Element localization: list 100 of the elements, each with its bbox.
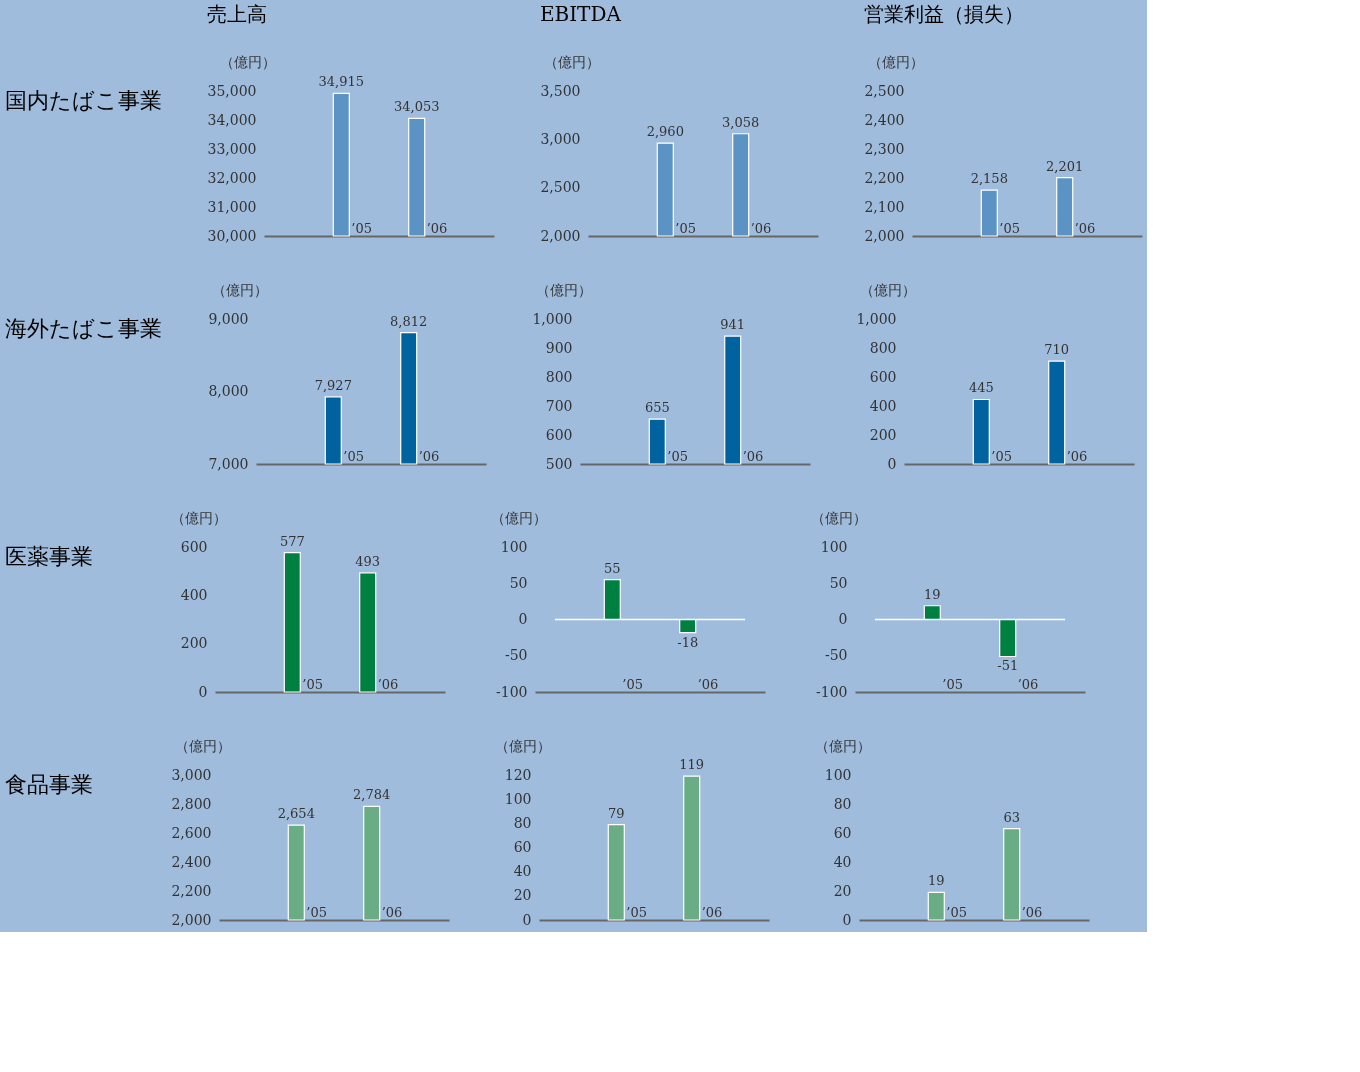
y-tick-label: 2,600 xyxy=(171,824,212,841)
y-tick-label: 2,400 xyxy=(171,853,212,870)
y-tick-label: 2,800 xyxy=(171,795,212,812)
y-axis-title: （億円） xyxy=(219,53,276,70)
y-tick-label: 600 xyxy=(545,426,573,443)
x-tick-label: ’05 xyxy=(991,448,1012,464)
y-tick-label: 0 xyxy=(838,611,848,627)
x-tick-label: ’05 xyxy=(306,904,327,920)
y-axis-title: （億円） xyxy=(170,509,227,526)
data-label: 55 xyxy=(604,560,621,576)
x-tick-label: ’05 xyxy=(999,220,1020,236)
data-label: 2,784 xyxy=(353,787,391,803)
x-tick-label: ’06 xyxy=(426,220,448,236)
x-tick-label: ’05 xyxy=(626,904,647,920)
y-tick-label: 32,000 xyxy=(207,169,257,186)
y-tick-label: 2,200 xyxy=(864,169,905,186)
y-tick-label: -50 xyxy=(504,647,528,664)
y-axis-title: （億円） xyxy=(174,737,231,754)
data-label: 8,812 xyxy=(390,313,428,329)
data-label: 19 xyxy=(928,873,945,889)
y-tick-label: -100 xyxy=(816,683,848,700)
data-label: 19 xyxy=(924,586,941,602)
data-label: 577 xyxy=(279,533,305,549)
chart-title: 売上高 xyxy=(207,2,268,26)
x-tick-label: ’05 xyxy=(351,220,372,236)
y-tick-label: 80 xyxy=(833,795,852,812)
y-tick-label: 50 xyxy=(829,574,848,591)
y-tick-label: 0 xyxy=(198,683,208,700)
data-label: 655 xyxy=(644,400,670,416)
x-tick-label: ’05 xyxy=(675,220,696,236)
y-tick-label: 35,000 xyxy=(207,82,257,99)
chart-title: EBITDA xyxy=(539,2,622,26)
data-label: 2,960 xyxy=(646,124,684,140)
data-label: 941 xyxy=(720,317,746,333)
x-tick-label: ’06 xyxy=(697,676,719,692)
y-axis-title: （億円） xyxy=(490,509,547,526)
y-tick-label: 40 xyxy=(513,863,532,880)
y-tick-label: 34,000 xyxy=(207,111,257,128)
x-tick-label: ’06 xyxy=(1066,448,1088,464)
data-label: 7,927 xyxy=(314,377,352,393)
y-tick-label: 80 xyxy=(513,814,532,831)
y-tick-label: 3,000 xyxy=(540,130,581,147)
x-tick-label: ’06 xyxy=(750,220,772,236)
y-tick-label: 60 xyxy=(833,824,852,841)
y-tick-label: 2,000 xyxy=(171,911,212,928)
y-tick-label: 100 xyxy=(500,538,528,555)
text: 食品事業 xyxy=(5,772,93,797)
data-label: 493 xyxy=(355,553,381,569)
y-tick-label: 60 xyxy=(513,839,532,855)
y-axis-title: （億円） xyxy=(543,53,600,70)
y-tick-label: 2,000 xyxy=(540,227,581,244)
y-tick-label: 2,000 xyxy=(864,227,905,244)
y-tick-label: 400 xyxy=(869,397,897,414)
chart-title: 営業利益（損失） xyxy=(863,2,1024,26)
y-tick-label: 3,000 xyxy=(171,766,212,783)
y-axis-title: （億円） xyxy=(867,53,924,70)
y-tick-label: 900 xyxy=(545,339,573,356)
data-label: -51 xyxy=(997,658,1019,674)
y-tick-label: 400 xyxy=(180,586,208,603)
y-axis-title: （億円） xyxy=(814,737,871,754)
text: 国内たばこ事業 xyxy=(5,88,162,113)
y-tick-label: 1,000 xyxy=(532,310,573,327)
y-tick-label: 200 xyxy=(869,426,897,443)
y-axis-title: （億円） xyxy=(535,281,592,298)
x-tick-label: ’06 xyxy=(1021,904,1043,920)
y-axis-title: （億円） xyxy=(494,737,551,754)
data-label: 445 xyxy=(968,380,994,396)
y-tick-label: 31,000 xyxy=(207,198,257,215)
y-tick-label: 100 xyxy=(820,538,848,555)
x-tick-label: ’05 xyxy=(942,676,963,692)
data-label: 63 xyxy=(1003,809,1020,825)
x-tick-label: ’05 xyxy=(622,676,643,692)
x-tick-label: ’06 xyxy=(418,448,440,464)
y-tick-label: 8,000 xyxy=(208,383,249,399)
y-axis-title: （億円） xyxy=(211,281,268,298)
y-tick-label: 100 xyxy=(504,790,532,807)
text: 医薬事業 xyxy=(5,544,93,569)
y-tick-label: 40 xyxy=(833,853,852,870)
y-tick-label: 1,000 xyxy=(856,310,897,327)
y-tick-label: 20 xyxy=(513,887,532,904)
x-tick-label: ’05 xyxy=(302,676,323,692)
y-tick-label: 2,300 xyxy=(864,140,905,157)
y-tick-label: 2,500 xyxy=(864,82,905,99)
y-tick-label: 0 xyxy=(842,911,852,928)
y-tick-label: 800 xyxy=(869,339,897,356)
x-tick-label: ’06 xyxy=(701,904,723,920)
y-tick-label: -50 xyxy=(824,647,848,664)
data-label: 710 xyxy=(1044,342,1070,358)
y-tick-label: 0 xyxy=(887,455,897,472)
y-tick-label: 0 xyxy=(518,611,528,627)
data-label: -18 xyxy=(677,634,699,650)
y-tick-label: 7,000 xyxy=(208,455,249,472)
y-tick-label: 50 xyxy=(509,574,528,591)
y-axis-title: （億円） xyxy=(810,509,867,526)
y-tick-label: 800 xyxy=(545,368,573,385)
y-tick-label: 600 xyxy=(869,368,897,385)
x-tick-label: ’06 xyxy=(742,448,764,464)
x-tick-label: ’06 xyxy=(1017,676,1039,692)
y-tick-label: 2,100 xyxy=(864,198,905,215)
data-label: 2,158 xyxy=(970,171,1008,187)
